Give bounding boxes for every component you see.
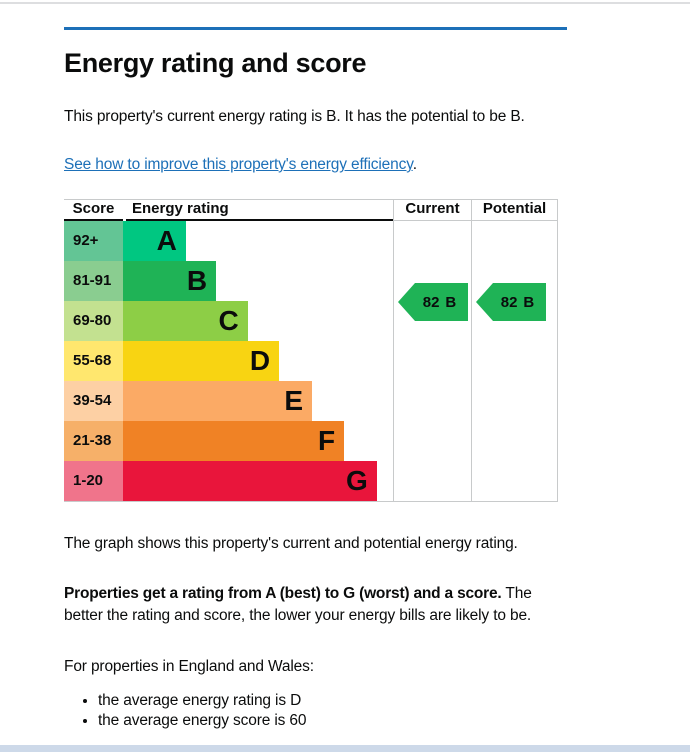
band-bar-A: A [123, 221, 186, 261]
current-score: 82 [422, 293, 440, 311]
band-letter: C [218, 305, 239, 336]
average-rating-item: the average energy rating is D [98, 691, 569, 711]
band-bar-area: A [123, 221, 393, 261]
band-bar-area: B [123, 261, 393, 301]
band-row-C: 69-80 C [64, 301, 393, 341]
band-bar-area: D [123, 341, 393, 381]
epc-bands: 92+ A 81-91 B 69-80 C 55-68 D 39-54 E 21-38 F 1-20 G [64, 221, 393, 501]
page-title: Energy rating and score [64, 48, 367, 78]
energy-rating-chart: Score Energy rating Current Potential 92… [64, 199, 558, 502]
header-energy-rating: Energy rating [123, 200, 393, 221]
score-range-C: 69-80 [64, 301, 123, 341]
score-range-E: 39-54 [64, 381, 123, 421]
score-range-D: 55-68 [64, 341, 123, 381]
band-bar-area: G [123, 461, 393, 501]
score-range-B: 81-91 [64, 261, 123, 301]
band-bar-G: G [123, 461, 377, 501]
chart-caption: The graph shows this property's current … [64, 535, 518, 552]
band-bar-area: F [123, 421, 393, 461]
band-row-G: 1-20 G [64, 461, 393, 501]
band-bar-area: C [123, 301, 393, 341]
content-area: Energy rating and score This property's … [64, 0, 569, 731]
current-band: B [445, 293, 457, 311]
rating-explainer-bold: Properties get a rating from A (best) to… [64, 585, 502, 602]
average-score-item: the average energy score is 60 [98, 711, 569, 731]
region-note: For properties in England and Wales: [64, 658, 314, 675]
current-column: 82 B [393, 221, 471, 501]
improvement-link-line: See how to improve this property's energ… [64, 154, 569, 176]
band-bar-B: B [123, 261, 217, 301]
band-row-F: 21-38 F [64, 421, 393, 461]
top-divider [0, 2, 690, 4]
band-bar-E: E [123, 381, 312, 421]
score-range-G: 1-20 [64, 461, 123, 501]
potential-score: 82 [500, 293, 518, 311]
band-row-E: 39-54 E [64, 381, 393, 421]
band-row-D: 55-68 D [64, 341, 393, 381]
rating-explainer-rest: The better the rating and score, the low… [64, 585, 532, 624]
footer-strip [0, 745, 690, 752]
intro-text: This property's current energy rating is… [64, 108, 525, 125]
header-potential: Potential [471, 200, 557, 221]
header-current: Current [393, 200, 471, 221]
band-letter: E [284, 385, 303, 416]
band-bar-C: C [123, 301, 248, 341]
band-letter: F [318, 425, 336, 456]
score-range-F: 21-38 [64, 421, 123, 461]
band-letter: A [156, 225, 177, 256]
band-bar-D: D [123, 341, 280, 381]
band-bar-F: F [123, 421, 345, 461]
chart-body: 92+ A 81-91 B 69-80 C 55-68 D 39-54 E 21-38 F 1-20 G … [64, 221, 557, 501]
current-arrow: 82 B [398, 283, 468, 321]
rating-explainer: Properties get a rating from A (best) to… [64, 583, 569, 627]
chart-header-row: Score Energy rating Current Potential [64, 200, 557, 221]
band-letter: B [186, 265, 208, 296]
average-list: the average energy rating is D the avera… [64, 691, 569, 731]
potential-column: 82 B [471, 221, 557, 501]
potential-band: B [523, 293, 535, 311]
band-letter: G [346, 465, 368, 496]
potential-arrow: 82 B [476, 283, 546, 321]
header-score: Score [64, 200, 123, 221]
band-row-B: 81-91 B [64, 261, 393, 301]
score-range-A: 92+ [64, 221, 123, 261]
section-divider [64, 27, 567, 30]
link-suffix: . [412, 156, 417, 173]
band-bar-area: E [123, 381, 393, 421]
improvement-link[interactable]: See how to improve this property's energ… [64, 156, 413, 173]
band-letter: D [249, 345, 271, 376]
band-row-A: 92+ A [64, 221, 393, 261]
